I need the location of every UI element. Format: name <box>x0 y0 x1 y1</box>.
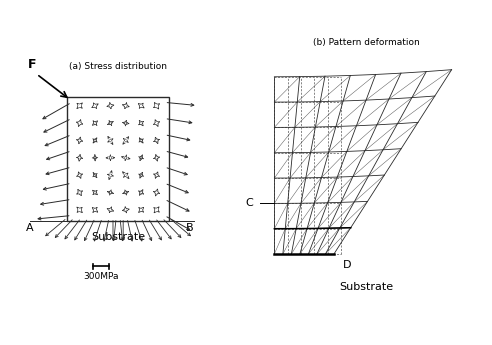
Text: C: C <box>246 198 253 208</box>
Text: B: B <box>185 224 193 234</box>
Text: A: A <box>26 224 33 234</box>
Text: Substrate: Substrate <box>339 283 394 293</box>
Text: 300MPa: 300MPa <box>83 272 119 281</box>
Text: (a) Stress distribution: (a) Stress distribution <box>69 62 167 71</box>
Text: F: F <box>28 58 36 71</box>
Text: D: D <box>342 260 351 270</box>
Text: (b) Pattern deformation: (b) Pattern deformation <box>313 39 420 48</box>
Text: Substrate: Substrate <box>91 233 145 243</box>
Bar <box>67 97 169 221</box>
